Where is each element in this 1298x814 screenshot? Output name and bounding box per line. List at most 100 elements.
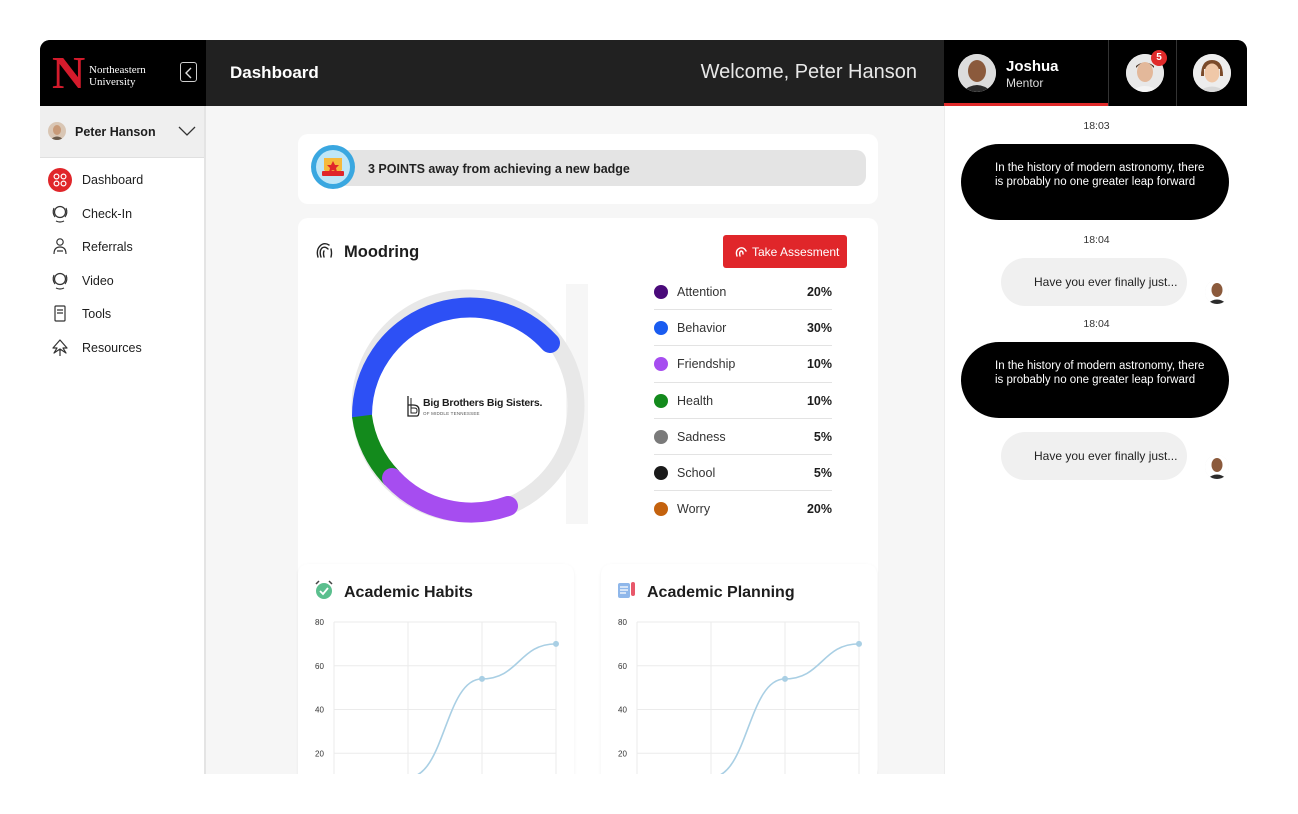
badge-progress-bar xyxy=(316,150,866,186)
y-tick-label: 20 xyxy=(315,749,324,758)
legend-value: 5% xyxy=(813,465,832,480)
user-menu[interactable]: Peter Hanson xyxy=(40,106,204,158)
sidebar-item-label: Dashboard xyxy=(82,173,144,187)
badge-progress-card: 3 POINTS away from achieving a new badge xyxy=(298,134,878,204)
alarm-clock-icon xyxy=(315,580,333,599)
moodring-title: Moodring xyxy=(344,243,420,261)
legend-row-health: Health 10% xyxy=(654,383,832,419)
mentor-avatar xyxy=(958,54,996,92)
welcome-message: Welcome, Peter Hanson xyxy=(700,61,917,83)
legend-value: 30% xyxy=(806,321,832,336)
referrals-icon xyxy=(53,238,67,255)
outgoing-message[interactable]: Have you ever finally just... xyxy=(1001,258,1187,306)
resources-icon xyxy=(52,339,68,356)
incoming-message[interactable]: In the history of modern astronomy, ther… xyxy=(961,342,1229,418)
legend-label: Health xyxy=(677,393,714,408)
mentor-avatar-icon xyxy=(958,54,996,92)
organization-logo: Big Brothers Big Sisters. OF MIDDLE TENN… xyxy=(406,395,542,423)
dashboard-icon xyxy=(48,168,72,192)
badge-medal-icon xyxy=(311,145,355,189)
data-point xyxy=(479,675,485,682)
series-line xyxy=(719,643,860,774)
video-icon xyxy=(52,272,68,290)
organization-name: Big Brothers Big Sisters. xyxy=(423,397,543,409)
fingerprint-icon xyxy=(735,247,747,257)
legend-row-behavior: Behavior 30% xyxy=(654,310,832,347)
y-tick-label: 80 xyxy=(618,618,627,627)
academic-planning-chart: 020406080Week 1Week 2Week 3Week 4 xyxy=(618,618,862,774)
app-window: N Northeastern University Dashboard Welc… xyxy=(40,40,1247,774)
y-tick-label: 20 xyxy=(618,749,627,758)
contact-avatar xyxy=(1193,54,1231,92)
chart-title: Academic Habits xyxy=(344,584,473,601)
legend-color-dot xyxy=(654,502,668,517)
data-point xyxy=(856,640,862,647)
contact-tab-2[interactable]: 5 xyxy=(1108,40,1176,106)
y-tick-label: 60 xyxy=(315,662,324,671)
sidebar-item-video[interactable]: Video xyxy=(40,267,204,295)
sidebar-item-referrals[interactable]: Referrals xyxy=(40,233,204,261)
incoming-message[interactable]: In the history of modern astronomy, ther… xyxy=(961,144,1229,220)
legend-value: 10% xyxy=(806,393,832,408)
legend-color-dot xyxy=(654,285,668,299)
logo-line-2: University xyxy=(89,76,136,88)
mood-legend: Attention 20% Behavior 30% Friendship 10% Heal… xyxy=(654,274,832,527)
page-title: Dashboard xyxy=(230,63,319,82)
outgoing-message[interactable]: Have you ever finally just... xyxy=(1001,432,1187,480)
y-tick-label: 40 xyxy=(618,706,627,715)
chevron-down-icon[interactable] xyxy=(178,126,196,136)
y-tick-label: 40 xyxy=(315,706,324,715)
sidebar-item-label: Video xyxy=(82,274,114,288)
sidebar-item-label: Resources xyxy=(82,341,142,355)
top-bar: N Northeastern University Dashboard Welc… xyxy=(40,40,1247,106)
sidebar-item-tools[interactable]: Tools xyxy=(40,300,204,328)
legend-color-dot xyxy=(654,393,668,408)
take-assessment-label: Take Assesment xyxy=(752,245,840,259)
legend-value: 20% xyxy=(806,502,832,517)
sidebar-item-label: Tools xyxy=(82,307,112,321)
contact-tab-3[interactable] xyxy=(1176,40,1247,106)
y-tick-label: 60 xyxy=(618,662,627,671)
donut-segment-health xyxy=(352,414,400,485)
legend-value: 20% xyxy=(806,285,832,299)
message-timestamp: 18:03 xyxy=(1083,120,1110,132)
sidebar: Peter Hanson Dashboard Check-In xyxy=(40,106,206,774)
legend-color-dot xyxy=(654,321,668,336)
legend-row-sadness: Sadness 5% xyxy=(654,419,832,455)
sender-avatar xyxy=(1205,280,1229,304)
mood-donut-chart xyxy=(351,284,588,524)
tools-icon xyxy=(54,305,66,322)
collapse-sidebar-button[interactable] xyxy=(180,62,197,82)
sidebar-item-label: Referrals xyxy=(82,240,133,254)
donut-segment-behavior xyxy=(351,297,560,426)
series-line xyxy=(416,643,557,774)
mentor-tab[interactable]: Joshua Mentor xyxy=(944,40,1108,106)
brand-logo[interactable]: N Northeastern University xyxy=(40,40,206,106)
legend-row-friendship: Friendship 10% xyxy=(654,346,832,383)
legend-label: Attention xyxy=(677,285,727,299)
y-tick-label: 80 xyxy=(315,618,324,627)
legend-row-attention: Attention 20% xyxy=(654,274,832,311)
sidebar-item-dashboard[interactable]: Dashboard xyxy=(40,166,204,194)
sender-avatar-icon xyxy=(1205,455,1229,479)
check-in-icon xyxy=(52,205,68,223)
legend-color-dot xyxy=(654,465,668,480)
sender-avatar xyxy=(1205,455,1229,479)
legend-label: School xyxy=(677,465,716,480)
chart-title: Academic Planning xyxy=(647,584,795,601)
donut-segment-friendship xyxy=(382,468,518,523)
mentor-name: Joshua xyxy=(1006,58,1059,75)
academic-planning-card: Academic Planning 020406080Week 1Week 2W… xyxy=(601,564,877,774)
sidebar-item-resources[interactable]: Resources xyxy=(40,334,204,362)
user-avatar xyxy=(48,122,66,140)
legend-color-dot xyxy=(654,429,668,444)
logo-letter: N xyxy=(52,47,86,98)
sidebar-item-check-in[interactable]: Check-In xyxy=(40,200,204,228)
badge-progress-text: 3 POINTS away from achieving a new badge xyxy=(368,162,630,176)
take-assessment-button[interactable]: Take Assesment xyxy=(723,235,847,268)
mentor-role: Mentor xyxy=(1006,76,1044,90)
legend-label: Friendship xyxy=(677,357,736,372)
data-point xyxy=(553,640,559,647)
user-avatar-icon xyxy=(48,122,66,140)
legend-value: 10% xyxy=(806,357,832,372)
